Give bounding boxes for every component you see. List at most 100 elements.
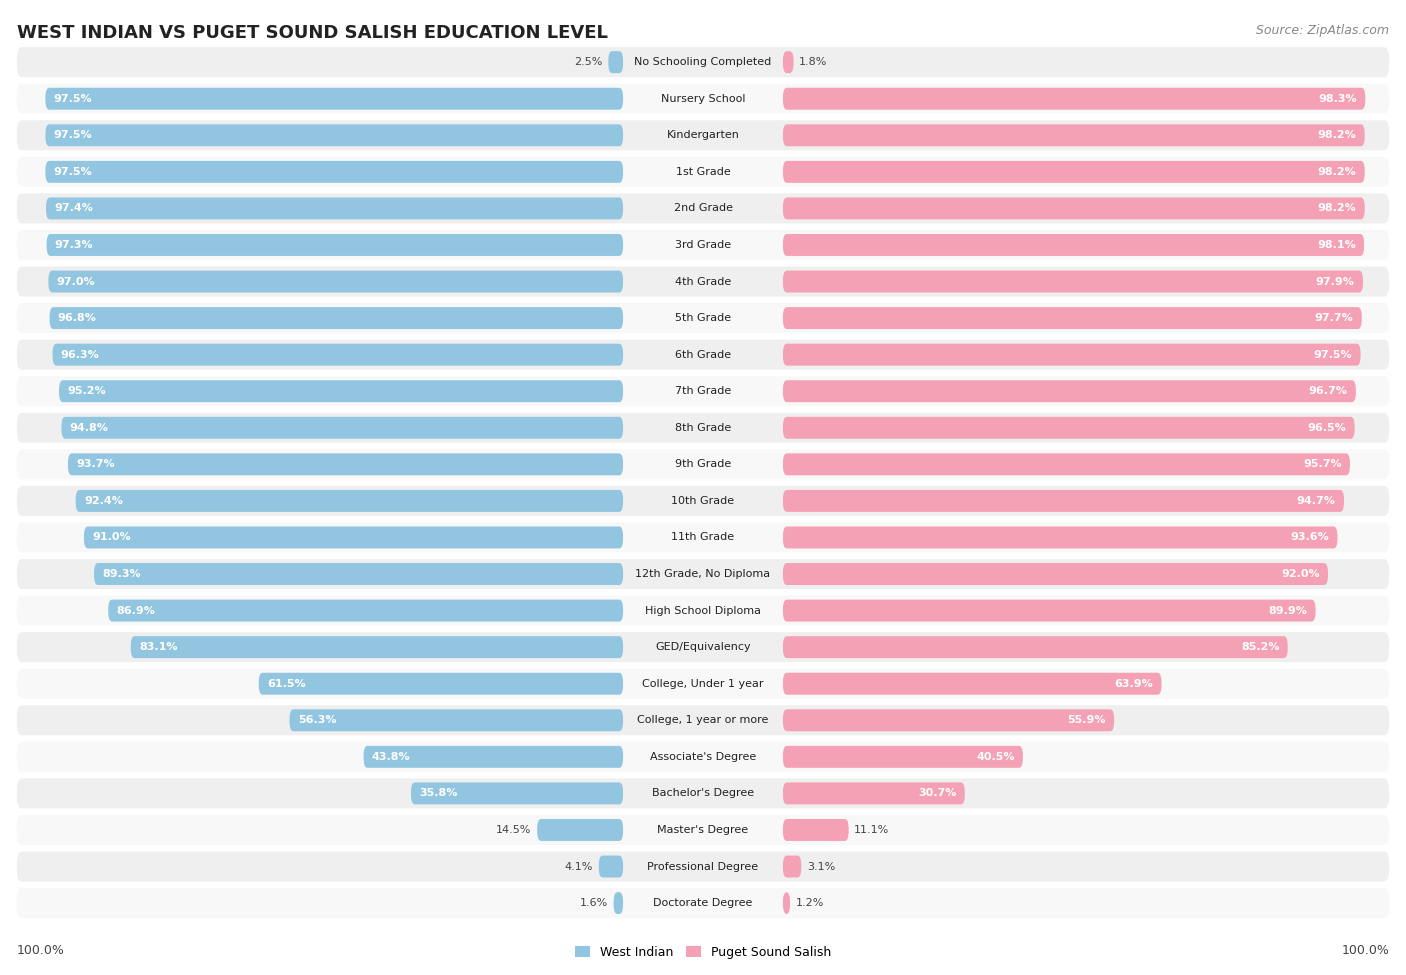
FancyBboxPatch shape [783,636,1288,658]
Text: 7th Grade: 7th Grade [675,386,731,396]
Text: 89.9%: 89.9% [1268,605,1308,615]
Text: 94.8%: 94.8% [70,423,108,433]
Text: 12th Grade, No Diploma: 12th Grade, No Diploma [636,569,770,579]
Text: College, 1 year or more: College, 1 year or more [637,716,769,725]
Text: 93.6%: 93.6% [1291,532,1329,542]
Text: 98.2%: 98.2% [1317,131,1357,140]
Text: 30.7%: 30.7% [918,789,956,799]
FancyBboxPatch shape [783,380,1355,402]
Text: 97.5%: 97.5% [53,167,93,176]
FancyBboxPatch shape [48,270,623,292]
FancyBboxPatch shape [76,489,623,512]
Text: Professional Degree: Professional Degree [647,862,759,872]
Text: No Schooling Completed: No Schooling Completed [634,58,772,67]
Text: 55.9%: 55.9% [1067,716,1107,725]
Text: 1.8%: 1.8% [799,58,828,67]
Text: 4.1%: 4.1% [565,862,593,872]
FancyBboxPatch shape [17,303,1389,333]
FancyBboxPatch shape [49,307,623,330]
Text: Associate's Degree: Associate's Degree [650,752,756,761]
FancyBboxPatch shape [17,157,1389,187]
FancyBboxPatch shape [783,600,1316,622]
FancyBboxPatch shape [17,84,1389,114]
FancyBboxPatch shape [17,669,1389,699]
Text: Doctorate Degree: Doctorate Degree [654,898,752,908]
FancyBboxPatch shape [783,819,849,840]
Text: Bachelor's Degree: Bachelor's Degree [652,789,754,799]
Text: 61.5%: 61.5% [267,679,305,688]
Text: 3.1%: 3.1% [807,862,835,872]
Text: Master's Degree: Master's Degree [658,825,748,835]
FancyBboxPatch shape [783,746,1024,768]
Text: 100.0%: 100.0% [17,945,65,957]
FancyBboxPatch shape [17,742,1389,772]
FancyBboxPatch shape [17,559,1389,589]
Legend: West Indian, Puget Sound Salish: West Indian, Puget Sound Salish [569,941,837,964]
FancyBboxPatch shape [59,380,623,402]
Text: 98.1%: 98.1% [1317,240,1355,250]
Text: 92.4%: 92.4% [84,496,122,506]
Text: 2.5%: 2.5% [575,58,603,67]
FancyBboxPatch shape [17,339,1389,370]
Text: 92.0%: 92.0% [1281,569,1320,579]
Text: 2nd Grade: 2nd Grade [673,204,733,214]
Text: 94.7%: 94.7% [1296,496,1336,506]
FancyBboxPatch shape [599,856,623,878]
Text: 98.3%: 98.3% [1319,94,1357,103]
Text: 40.5%: 40.5% [976,752,1015,761]
Text: 96.5%: 96.5% [1308,423,1347,433]
Text: 1.6%: 1.6% [579,898,607,908]
FancyBboxPatch shape [17,376,1389,407]
Text: 98.2%: 98.2% [1317,204,1357,214]
Text: 95.7%: 95.7% [1303,459,1341,469]
FancyBboxPatch shape [783,270,1362,292]
FancyBboxPatch shape [537,819,623,840]
FancyBboxPatch shape [17,230,1389,260]
Text: 91.0%: 91.0% [93,532,131,542]
Text: GED/Equivalency: GED/Equivalency [655,643,751,652]
FancyBboxPatch shape [783,161,1365,183]
FancyBboxPatch shape [108,600,623,622]
FancyBboxPatch shape [609,51,623,73]
Text: Nursery School: Nursery School [661,94,745,103]
Text: 9th Grade: 9th Grade [675,459,731,469]
FancyBboxPatch shape [783,417,1354,439]
Text: 63.9%: 63.9% [1115,679,1153,688]
FancyBboxPatch shape [783,856,801,878]
Text: 97.3%: 97.3% [55,240,93,250]
FancyBboxPatch shape [17,412,1389,443]
Text: 96.7%: 96.7% [1309,386,1347,396]
FancyBboxPatch shape [17,815,1389,845]
Text: 97.9%: 97.9% [1316,277,1355,287]
Text: 97.0%: 97.0% [56,277,96,287]
FancyBboxPatch shape [46,197,623,219]
FancyBboxPatch shape [94,564,623,585]
Text: 97.7%: 97.7% [1315,313,1354,323]
Text: 43.8%: 43.8% [371,752,411,761]
Text: 35.8%: 35.8% [419,789,457,799]
Text: 5th Grade: 5th Grade [675,313,731,323]
FancyBboxPatch shape [46,234,623,255]
Text: 56.3%: 56.3% [298,716,336,725]
FancyBboxPatch shape [783,197,1365,219]
FancyBboxPatch shape [17,596,1389,626]
Text: 100.0%: 100.0% [1341,945,1389,957]
FancyBboxPatch shape [17,47,1389,77]
FancyBboxPatch shape [259,673,623,694]
FancyBboxPatch shape [783,51,793,73]
FancyBboxPatch shape [17,120,1389,150]
Text: 95.2%: 95.2% [67,386,105,396]
FancyBboxPatch shape [17,632,1389,662]
FancyBboxPatch shape [783,124,1365,146]
Text: Source: ZipAtlas.com: Source: ZipAtlas.com [1256,24,1389,37]
FancyBboxPatch shape [783,564,1329,585]
Text: 10th Grade: 10th Grade [672,496,734,506]
FancyBboxPatch shape [783,344,1361,366]
FancyBboxPatch shape [783,782,965,804]
Text: High School Diploma: High School Diploma [645,605,761,615]
FancyBboxPatch shape [45,88,623,110]
FancyBboxPatch shape [783,673,1161,694]
FancyBboxPatch shape [17,851,1389,881]
FancyBboxPatch shape [364,746,623,768]
Text: 6th Grade: 6th Grade [675,350,731,360]
